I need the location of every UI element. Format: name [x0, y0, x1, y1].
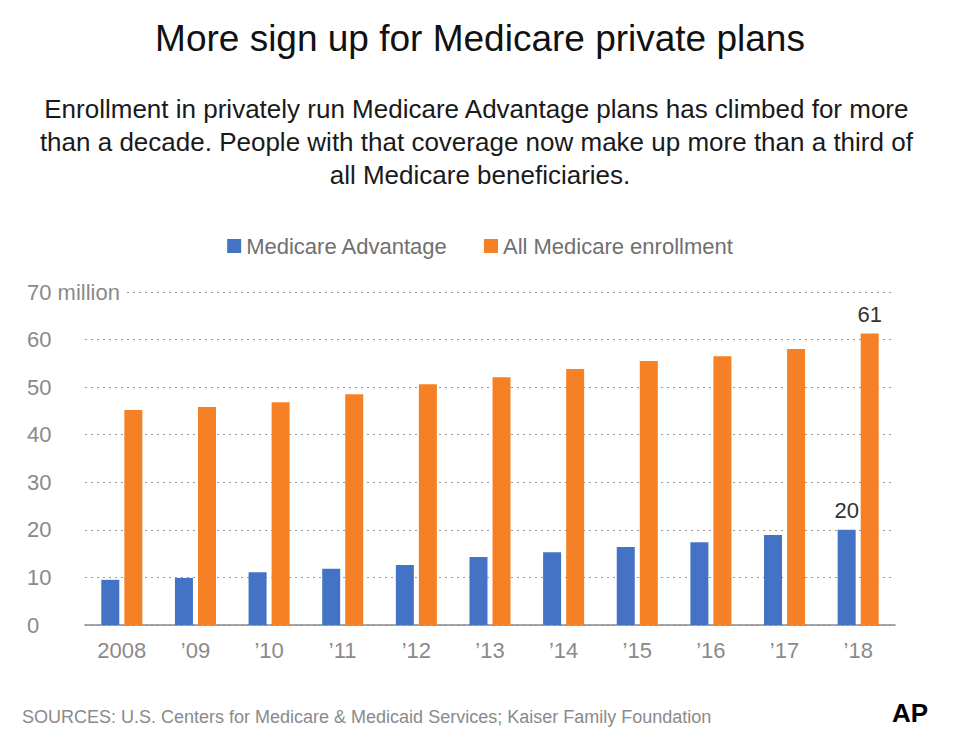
svg-text:20: 20: [834, 498, 858, 523]
svg-text:2008: 2008: [97, 638, 146, 663]
svg-text:’11: ’11: [329, 638, 357, 663]
svg-text:20: 20: [27, 517, 51, 542]
svg-text:61: 61: [857, 302, 881, 327]
svg-text:All Medicare enrollment: All Medicare enrollment: [503, 234, 733, 259]
svg-text:’16: ’16: [696, 638, 725, 663]
svg-text:30: 30: [27, 470, 51, 495]
svg-text:Medicare Advantage: Medicare Advantage: [246, 234, 447, 259]
svg-text:’13: ’13: [475, 638, 504, 663]
svg-text:’18: ’18: [844, 638, 873, 663]
svg-text:AP: AP: [892, 698, 928, 728]
svg-text:all Medicare beneficiaries.: all Medicare beneficiaries.: [330, 160, 631, 190]
svg-text:’15: ’15: [623, 638, 652, 663]
svg-text:40: 40: [27, 422, 51, 447]
svg-text:More sign up for Medicare priv: More sign up for Medicare private plans: [155, 18, 805, 59]
svg-text:0: 0: [27, 613, 39, 638]
svg-text:50: 50: [27, 375, 51, 400]
svg-text:’10: ’10: [254, 638, 283, 663]
svg-text:’09: ’09: [181, 638, 210, 663]
svg-text:’12: ’12: [402, 638, 431, 663]
svg-text:Enrollment in privately run Me: Enrollment in privately run Medicare Adv…: [44, 94, 915, 124]
svg-text:70 million: 70 million: [27, 280, 120, 305]
svg-text:than a decade. People with tha: than a decade. People with that coverage…: [40, 127, 920, 157]
svg-text:’14: ’14: [549, 638, 578, 663]
svg-text:’17: ’17: [770, 638, 799, 663]
svg-text:SOURCES: U.S. Centers for Medi: SOURCES: U.S. Centers for Medicare & Med…: [22, 707, 711, 727]
svg-text:60: 60: [27, 327, 51, 352]
svg-text:10: 10: [27, 565, 51, 590]
